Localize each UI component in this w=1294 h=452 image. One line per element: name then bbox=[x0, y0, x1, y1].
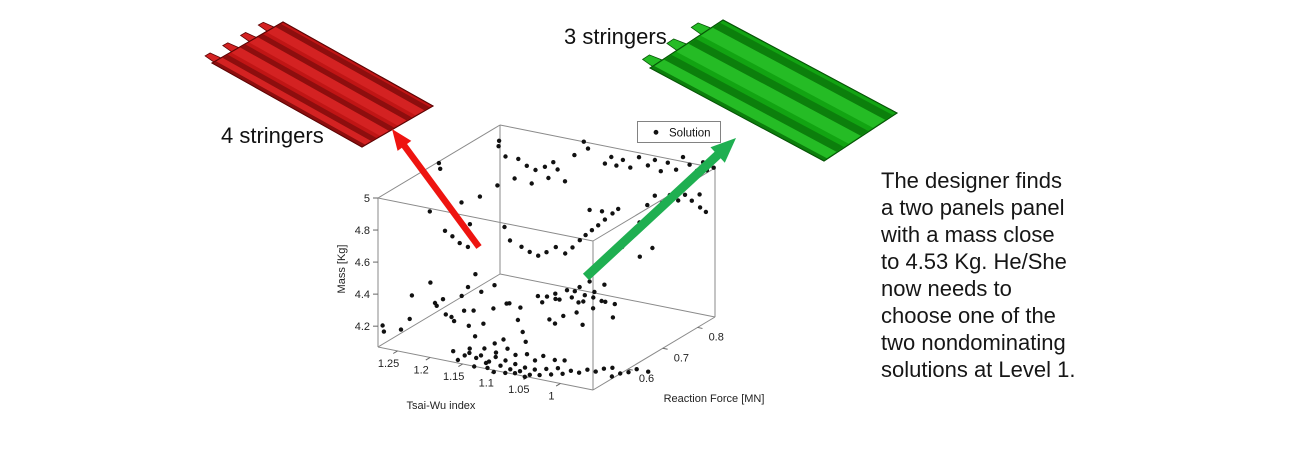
legend: Solution bbox=[637, 121, 721, 143]
label-3-stringers: 3 stringers bbox=[564, 24, 667, 49]
svg-text:4.8: 4.8 bbox=[355, 225, 370, 237]
svg-text:0.7: 0.7 bbox=[674, 352, 689, 364]
label-4-stringers: 4 stringers bbox=[221, 123, 324, 148]
svg-text:0.6: 0.6 bbox=[639, 373, 654, 385]
svg-text:1.15: 1.15 bbox=[443, 371, 464, 383]
green-arrow bbox=[582, 138, 736, 281]
scatter-points bbox=[380, 138, 716, 379]
svg-text:1.2: 1.2 bbox=[413, 364, 428, 376]
svg-text:0.8: 0.8 bbox=[709, 331, 724, 343]
svg-text:1.05: 1.05 bbox=[508, 384, 529, 396]
note-line: solutions at Level 1. bbox=[881, 357, 1076, 382]
note-line: to 4.53 Kg. He/She bbox=[881, 249, 1067, 274]
note-line: two nondominating bbox=[881, 330, 1066, 355]
svg-text:4.6: 4.6 bbox=[355, 257, 370, 269]
svg-text:1.25: 1.25 bbox=[378, 358, 399, 370]
designer-note: The designer finds a two panels panel wi… bbox=[881, 167, 1121, 383]
z-axis: 4.2 4.4 4.6 4.8 5 Mass [Kg] bbox=[336, 193, 378, 333]
legend-label: Solution bbox=[669, 128, 711, 140]
note-line: The designer finds bbox=[881, 168, 1062, 193]
note-line: a two panels panel bbox=[881, 195, 1065, 220]
note-line: choose one of the bbox=[881, 303, 1056, 328]
svg-text:4.4: 4.4 bbox=[355, 289, 370, 301]
svg-text:5: 5 bbox=[364, 193, 370, 205]
svg-text:Mass [Kg]: Mass [Kg] bbox=[336, 245, 348, 294]
svg-text:Tsai-Wu index: Tsai-Wu index bbox=[407, 400, 476, 412]
legend-marker-dot bbox=[653, 129, 659, 135]
y-axis: 0.6 0.7 0.8 Reaction Force [MN] bbox=[627, 326, 765, 405]
note-line: with a mass close bbox=[881, 222, 1055, 247]
svg-text:1: 1 bbox=[548, 390, 554, 402]
svg-text:1.1: 1.1 bbox=[479, 377, 494, 389]
green-panel bbox=[641, 19, 898, 162]
svg-text:4.2: 4.2 bbox=[355, 321, 370, 333]
plot-box bbox=[377, 124, 716, 391]
note-line: now needs to bbox=[881, 276, 1012, 301]
svg-text:Reaction Force [MN]: Reaction Force [MN] bbox=[664, 393, 765, 405]
x-axis: 1.25 1.2 1.15 1.1 1.05 1 Tsai-Wu index bbox=[378, 350, 561, 412]
red-arrow bbox=[392, 129, 482, 249]
